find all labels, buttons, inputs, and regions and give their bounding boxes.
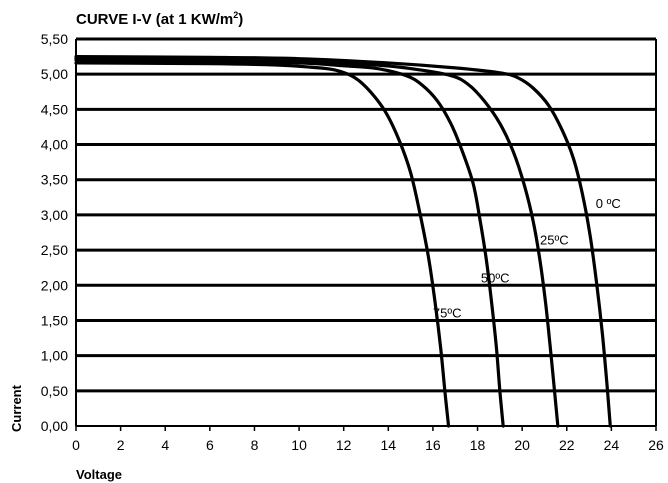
y-tick-label: 3,00	[41, 207, 68, 223]
x-tick-label: 4	[161, 437, 169, 453]
label-0c: 0 ºC	[596, 196, 621, 211]
y-axis-title: Current	[9, 384, 24, 432]
x-tick-labels: 0 2 4 6 8 10 12 14 16 18 20 22 24 26	[72, 437, 664, 453]
x-tick-label: 26	[648, 437, 664, 453]
y-tick-labels: 0,00 0,50 1,00 1,50 2,00 2,50 3,00 3,50 4,00 4,50…	[41, 31, 68, 434]
axes	[75, 39, 657, 431]
series-50c-curve	[74, 58, 505, 428]
x-tick-label: 14	[381, 437, 397, 453]
series-0c-curve	[74, 54, 612, 428]
y-tick-label: 2,50	[41, 242, 68, 258]
label-75c: 75ºC	[433, 306, 462, 321]
x-tick-label: 16	[425, 437, 441, 453]
y-tick-label: 0,00	[41, 418, 68, 434]
series-75c-curve	[74, 61, 451, 428]
x-tick-label: 12	[336, 437, 352, 453]
x-tick-label: 2	[117, 437, 125, 453]
x-tick-label: 20	[514, 437, 530, 453]
x-axis-title: Voltage	[76, 467, 122, 482]
series-25c-curve	[74, 57, 560, 428]
x-tick-label: 18	[470, 437, 486, 453]
y-tick-label: 5,50	[41, 31, 68, 47]
x-tick-label: 8	[251, 437, 259, 453]
series-lines	[74, 54, 612, 428]
chart-title: CURVE I-V (at 1 KW/m2)	[76, 10, 243, 28]
x-tick-label: 0	[72, 437, 80, 453]
y-tick-label: 1,00	[41, 348, 68, 364]
y-tick-label: 5,00	[41, 66, 68, 82]
x-tick-label: 6	[206, 437, 214, 453]
x-tick-label: 22	[559, 437, 575, 453]
series-labels: 0 ºC 25ºC 50ºC 75ºC	[433, 196, 621, 321]
y-tick-label: 1,50	[41, 312, 68, 328]
y-tick-label: 4,50	[41, 101, 68, 117]
chart-title-main: CURVE I-V (at 1 KW/m	[76, 11, 233, 28]
label-25c: 25ºC	[540, 232, 569, 247]
x-tick-label: 24	[604, 437, 620, 453]
grid-lines	[76, 37, 656, 393]
chart-title-superscript: 2	[233, 10, 238, 20]
y-tick-label: 0,50	[41, 383, 68, 399]
chart-title-end: )	[238, 11, 243, 28]
label-50c: 50ºC	[481, 270, 510, 285]
x-tick-label: 10	[291, 437, 307, 453]
y-tick-label: 4,00	[41, 137, 68, 153]
y-tick-label: 3,50	[41, 172, 68, 188]
y-tick-label: 2,00	[41, 277, 68, 293]
